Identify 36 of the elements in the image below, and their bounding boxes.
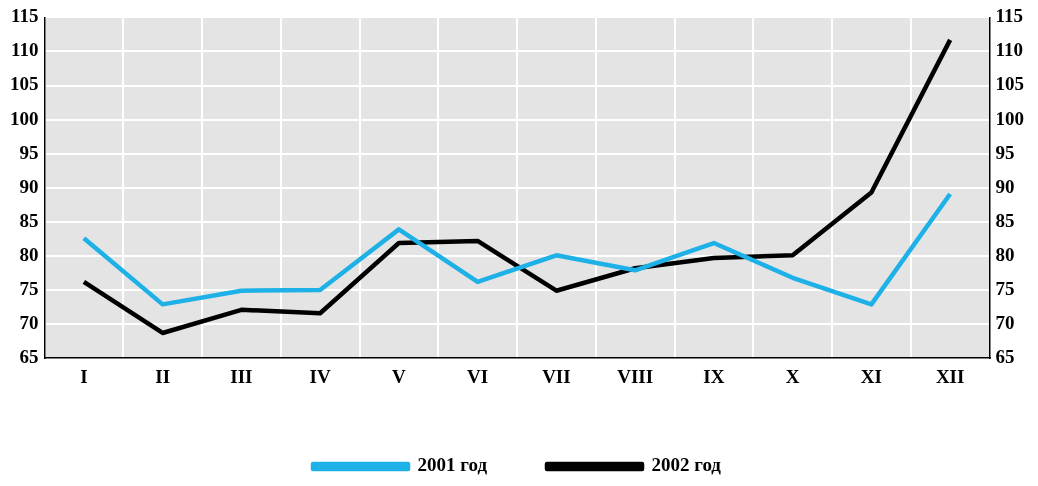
y-tick-label: 105 [10,73,39,95]
y2-tick-label: 65 [995,346,1015,368]
y-tick-label: 85 [19,209,39,231]
x-tick-label: VIII [617,365,654,387]
legend-label: 2002 год [651,454,722,476]
y2-tick-label: 90 [995,175,1015,197]
y-tick-label: 90 [19,175,39,197]
y-tick-label: 65 [19,346,39,368]
y-tick-label: 95 [19,141,39,163]
y2-tick-label: 95 [995,141,1015,163]
x-tick-label: IV [309,365,331,387]
y-tick-label: 100 [10,107,39,129]
x-tick-label: III [230,365,253,387]
x-tick-label: II [155,365,171,387]
y2-tick-label: 85 [995,209,1015,231]
y2-tick-label: 75 [995,277,1015,299]
y2-tick-label: 100 [995,107,1024,129]
x-tick-label: V [392,365,407,387]
y-tick-label: 80 [19,243,39,265]
y-tick-label: 110 [11,39,39,61]
x-tick-label: IX [703,365,725,387]
y-tick-label: 115 [11,5,39,27]
y2-tick-label: 115 [995,5,1023,27]
y2-tick-label: 80 [995,243,1015,265]
x-tick-label: VII [542,365,571,387]
legend-label: 2001 год [417,454,488,476]
x-tick-label: VI [467,365,489,387]
y2-tick-label: 110 [995,39,1023,61]
x-tick-label: XI [860,365,882,387]
y-tick-label: 70 [19,312,39,334]
x-tick-label: X [785,365,800,387]
y2-tick-label: 70 [995,312,1015,334]
x-tick-label: XII [935,365,965,387]
x-tick-label: I [80,365,88,387]
y2-tick-label: 105 [995,73,1024,95]
y-tick-label: 75 [19,277,39,299]
